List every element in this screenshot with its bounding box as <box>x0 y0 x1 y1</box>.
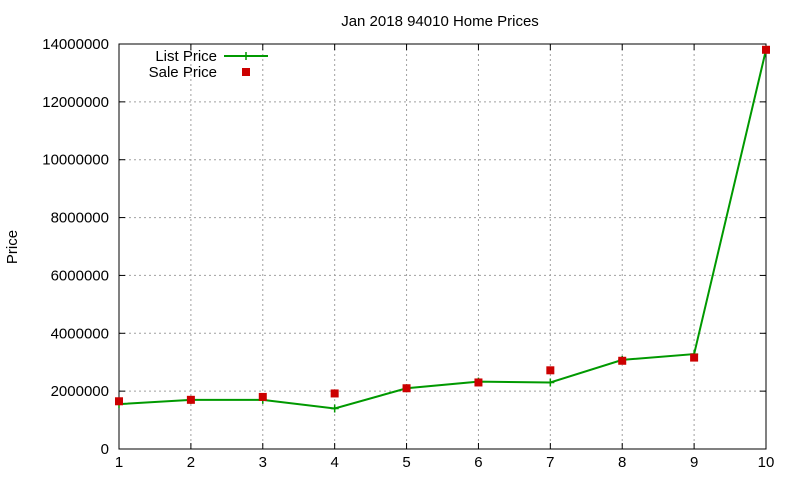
list-price-point <box>330 404 339 413</box>
x-tick-label: 6 <box>474 454 482 471</box>
y-tick-label: 4000000 <box>51 325 109 342</box>
y-tick-label: 10000000 <box>42 152 109 169</box>
x-tick-label: 4 <box>330 454 338 471</box>
x-tick-label: 3 <box>259 454 267 471</box>
legend-label: List Price <box>155 48 217 65</box>
plot-border <box>118 43 767 450</box>
list-price-point <box>546 378 555 387</box>
sale-price-point <box>762 45 770 54</box>
y-axis-label: Price <box>4 230 21 264</box>
y-axis-ticks: 0 2000000 4000000 6000000 8000000 10000000 120… <box>42 36 766 458</box>
x-tick-label: 8 <box>618 454 626 471</box>
sale-price-point <box>546 366 555 375</box>
series-sale-price <box>115 45 770 406</box>
sale-price-point <box>330 389 339 398</box>
legend-label: Sale Price <box>149 64 217 81</box>
x-tick-label: 7 <box>546 454 554 471</box>
plot-frame <box>118 43 767 450</box>
series-layer <box>115 45 770 413</box>
y-tick-label: 6000000 <box>51 267 109 284</box>
x-axis-ticks: 1 2 3 4 5 6 7 8 9 10 <box>115 44 775 471</box>
chart-title: Jan 2018 94010 Home Prices <box>341 13 539 30</box>
y-tick-label: 14000000 <box>42 36 109 53</box>
y-tick-label: 2000000 <box>51 383 109 400</box>
legend-sale-price-swatch <box>242 68 250 76</box>
sale-price-point <box>618 356 627 365</box>
x-tick-label: 9 <box>690 454 698 471</box>
x-tick-label: 1 <box>115 454 123 471</box>
sale-price-point <box>690 353 699 362</box>
y-tick-label: 0 <box>101 441 109 458</box>
x-tick-label: 10 <box>758 454 775 471</box>
y-tick-label: 12000000 <box>42 94 109 111</box>
sale-price-point <box>258 392 267 401</box>
legend-list-price-marker <box>242 52 250 60</box>
list-price-line <box>118 49 767 410</box>
sale-price-point <box>474 378 483 387</box>
sale-price-point <box>186 395 195 404</box>
x-tick-label: 2 <box>187 454 195 471</box>
sale-price-point <box>402 384 411 393</box>
x-tick-label: 5 <box>402 454 410 471</box>
y-tick-label: 8000000 <box>51 210 109 227</box>
sale-price-point <box>115 397 123 406</box>
